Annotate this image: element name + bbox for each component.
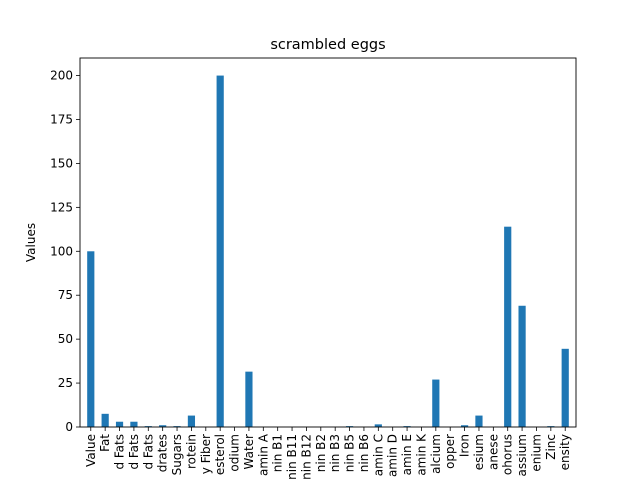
x-tick-label: y Fiber xyxy=(199,434,213,474)
x-tick-label: d Fats xyxy=(127,434,141,470)
x-tick-label: nin B5 xyxy=(343,434,357,472)
bar xyxy=(115,421,124,427)
bar xyxy=(504,226,512,427)
x-tick-label: opper xyxy=(443,434,457,469)
bar xyxy=(159,425,167,427)
x-tick-label: anese xyxy=(486,434,500,470)
x-tick-label: amin C xyxy=(371,434,385,476)
y-tick-label: 150 xyxy=(50,156,73,170)
x-tick-label: Value xyxy=(84,434,98,467)
x-tick-label: d Fats xyxy=(113,434,127,470)
x-tick-label: Sugars xyxy=(170,434,184,475)
x-tick-label: d Fats xyxy=(141,434,155,470)
y-tick-label: 75 xyxy=(58,288,73,302)
x-tick-label: Zinc xyxy=(544,434,558,460)
x-tick-label: nin B12 xyxy=(299,434,313,480)
x-tick-label: nin B3 xyxy=(328,434,342,472)
x-tick-label: amin D xyxy=(386,434,400,477)
x-tick-label: esium xyxy=(472,434,486,470)
x-tick-label: esterol xyxy=(213,434,227,475)
y-tick-label: 100 xyxy=(50,244,73,258)
x-tick-label: drates xyxy=(156,434,170,472)
y-tick-label: 175 xyxy=(50,113,73,127)
y-tick-label: 200 xyxy=(50,69,73,83)
bar xyxy=(245,371,253,427)
chart-title: scrambled eggs xyxy=(270,37,385,53)
y-tick-label: 50 xyxy=(58,332,73,346)
bars-group xyxy=(87,75,569,427)
y-tick-label: 125 xyxy=(50,200,73,214)
bar xyxy=(561,348,569,427)
x-tick-label: nin B6 xyxy=(357,434,371,472)
x-tick-label: amin E xyxy=(400,434,414,475)
x-tick-label: amin A xyxy=(256,433,270,476)
x-tick-label: nin B1 xyxy=(271,434,285,472)
y-axis: 0 25 50 75 100 125 150 175 200 xyxy=(50,69,80,434)
x-tick-label: enium xyxy=(529,434,543,472)
plot-frame xyxy=(79,57,577,428)
y-axis-label: Values xyxy=(24,223,38,262)
x-tick-label: amin K xyxy=(414,433,428,476)
x-tick-label: Water xyxy=(242,434,256,470)
bar xyxy=(101,413,109,427)
bar xyxy=(518,305,526,427)
bar xyxy=(216,75,224,427)
y-tick-label: 0 xyxy=(65,420,73,434)
x-tick-label: nin B2 xyxy=(314,434,328,472)
x-tick-label: alcium xyxy=(429,434,443,474)
y-tick-label: 25 xyxy=(58,376,73,390)
bar xyxy=(432,379,440,427)
x-tick-label: ensity xyxy=(558,434,572,470)
x-tick-label: nin B11 xyxy=(285,434,299,480)
x-tick-label: ohorus xyxy=(501,434,515,475)
bar xyxy=(460,425,469,427)
bar xyxy=(187,415,196,427)
bar xyxy=(130,421,138,427)
x-tick-label: Iron xyxy=(458,434,472,457)
x-tick-label: Fat xyxy=(98,434,112,452)
x-tick-label: odium xyxy=(228,434,242,472)
x-axis: Value Fat d Fats d Fats d Fats drates Sugars ro… xyxy=(84,427,572,480)
x-tick-label: assium xyxy=(515,434,529,477)
x-tick-label: rotein xyxy=(184,434,198,469)
bar xyxy=(87,251,95,427)
bar xyxy=(374,424,382,427)
bar xyxy=(475,415,483,427)
